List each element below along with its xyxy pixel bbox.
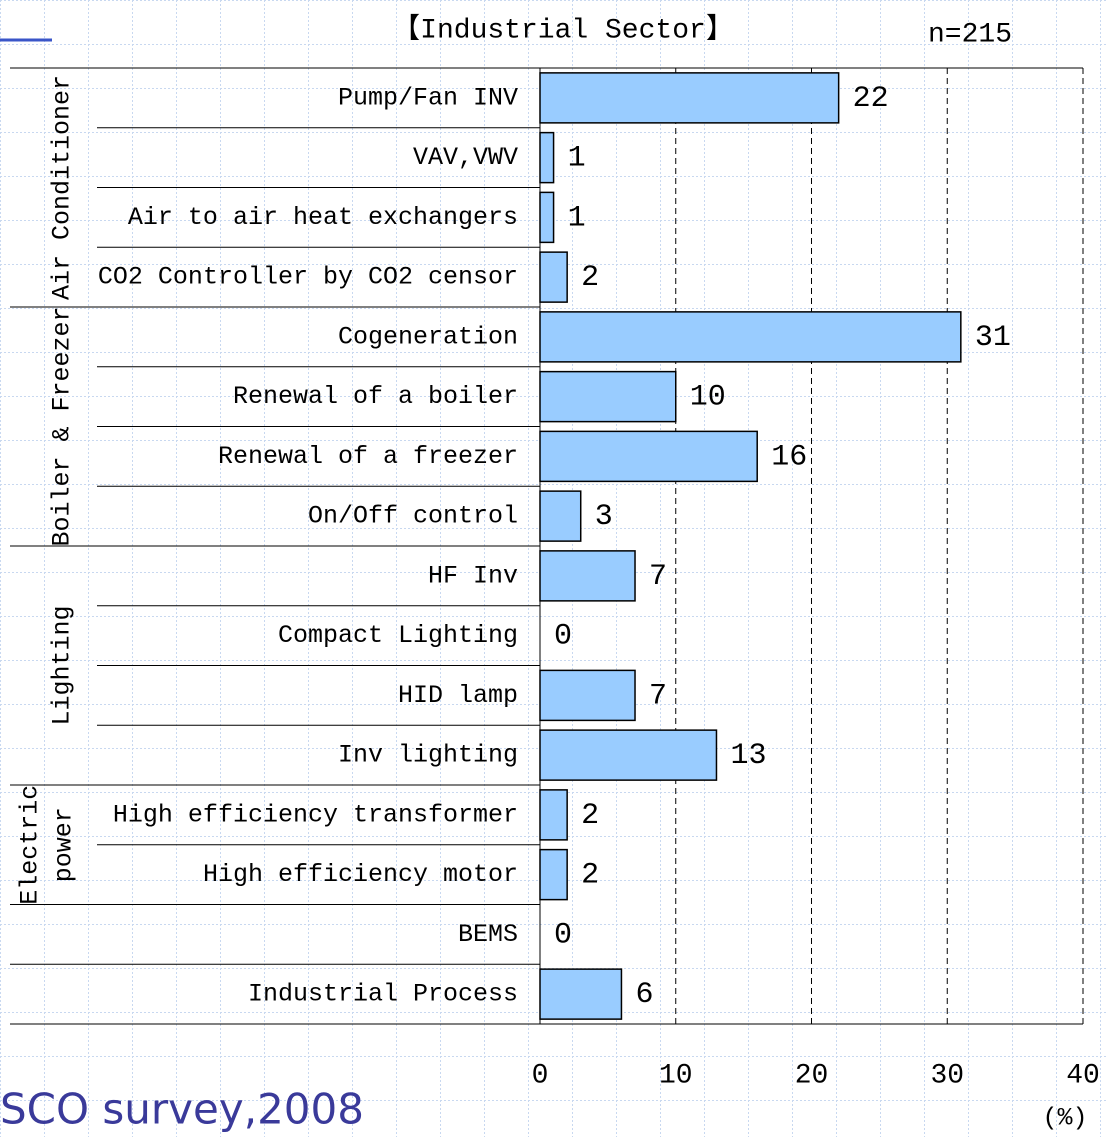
value-label: 2 — [581, 261, 599, 295]
category-label: CO2 Controller by CO2 censor — [98, 263, 518, 292]
category-label: Compact Lighting — [278, 621, 518, 650]
category-label: On/Off control — [308, 502, 518, 531]
category-label: Cogeneration — [338, 322, 518, 351]
category-label: Industrial Process — [248, 980, 518, 1009]
x-tick-label: 10 — [659, 1060, 693, 1091]
bar — [539, 191, 555, 244]
category-label: High efficiency transformer — [113, 800, 518, 829]
category-label: Air to air heat exchangers — [128, 203, 518, 232]
bar — [539, 669, 636, 722]
group-label: Boiler & Freezer — [48, 306, 77, 546]
value-label: 13 — [730, 739, 766, 773]
x-tick-label: 40 — [1066, 1060, 1100, 1091]
value-label: 1 — [568, 201, 586, 235]
category-label: HID lamp — [398, 681, 518, 710]
source: SCO survey,2008 — [0, 1085, 364, 1134]
x-axis-label: (%) — [1042, 1104, 1087, 1133]
group-label: Electric — [16, 785, 45, 905]
value-label: 7 — [649, 679, 667, 713]
value-label: 16 — [771, 440, 807, 474]
value-label: 7 — [649, 560, 667, 594]
value-label: 0 — [554, 918, 572, 952]
category-label: Inv lighting — [338, 741, 518, 770]
bar — [539, 430, 758, 483]
value-label: 2 — [581, 799, 599, 833]
value-label: 10 — [690, 381, 726, 415]
group-label: Air Conditioner — [48, 75, 77, 300]
chart-title: 【Industrial Sector】 — [392, 12, 734, 46]
bar — [539, 729, 718, 781]
value-label: 6 — [635, 978, 653, 1012]
category-label: Renewal of a boiler — [233, 382, 518, 411]
group-label: Lighting — [48, 605, 77, 725]
subtitle: n=215 — [928, 19, 1012, 50]
category-label: High efficiency motor — [203, 860, 518, 889]
value-label: 31 — [975, 321, 1011, 355]
bar — [539, 490, 582, 542]
bar — [539, 789, 568, 841]
bar — [539, 311, 962, 363]
bar — [539, 72, 840, 124]
value-label: 1 — [568, 142, 586, 176]
category-label: Pump/Fan INV — [338, 83, 518, 112]
group-label: power — [50, 807, 79, 882]
x-tick-label: 20 — [795, 1060, 829, 1091]
bar — [539, 251, 568, 303]
bar — [539, 848, 568, 901]
category-label: VAV,VWV — [413, 143, 518, 172]
bar — [539, 370, 677, 423]
x-tick-label: 0 — [532, 1060, 549, 1091]
bar — [539, 550, 636, 602]
value-label: 2 — [581, 859, 599, 893]
category-label: BEMS — [458, 920, 518, 949]
value-label: 3 — [595, 500, 613, 534]
category-label: HF Inv — [428, 561, 518, 590]
value-label: 0 — [554, 620, 572, 654]
value-label: 22 — [853, 82, 889, 116]
bar — [539, 131, 555, 184]
x-tick-label: 30 — [930, 1060, 964, 1091]
bar — [539, 968, 623, 1020]
category-label: Renewal of a freezer — [218, 442, 518, 471]
